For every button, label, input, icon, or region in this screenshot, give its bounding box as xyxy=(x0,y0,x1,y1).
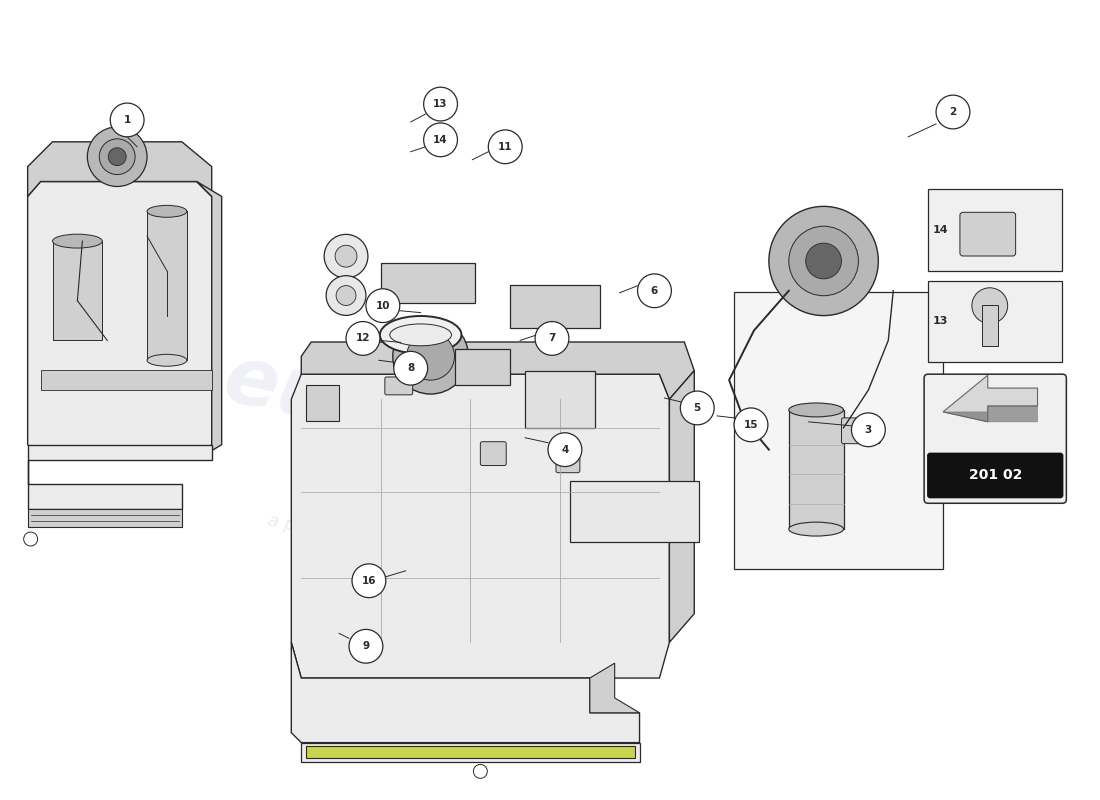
Polygon shape xyxy=(525,370,595,428)
Circle shape xyxy=(393,318,469,394)
Circle shape xyxy=(936,95,970,129)
FancyBboxPatch shape xyxy=(960,212,1015,256)
Polygon shape xyxy=(28,445,211,510)
Polygon shape xyxy=(28,182,211,459)
Polygon shape xyxy=(292,642,639,742)
Polygon shape xyxy=(306,385,339,421)
Polygon shape xyxy=(301,342,694,399)
Ellipse shape xyxy=(53,234,102,248)
Text: a passion for parts since 1985: a passion for parts since 1985 xyxy=(266,512,536,586)
Text: 9: 9 xyxy=(362,642,370,651)
FancyBboxPatch shape xyxy=(928,190,1063,271)
Circle shape xyxy=(769,206,878,315)
Text: 16: 16 xyxy=(362,576,376,586)
Polygon shape xyxy=(28,510,182,527)
Circle shape xyxy=(336,246,358,267)
Circle shape xyxy=(346,322,380,355)
Polygon shape xyxy=(53,241,102,341)
Text: 15: 15 xyxy=(744,420,758,430)
Circle shape xyxy=(424,87,458,121)
Polygon shape xyxy=(292,374,670,678)
Polygon shape xyxy=(41,370,211,390)
Ellipse shape xyxy=(379,316,461,354)
Text: 8: 8 xyxy=(407,363,415,374)
Circle shape xyxy=(366,289,399,322)
Polygon shape xyxy=(400,363,420,378)
Circle shape xyxy=(337,286,356,306)
Ellipse shape xyxy=(147,206,187,218)
Text: 4: 4 xyxy=(561,445,569,454)
Circle shape xyxy=(24,532,37,546)
FancyBboxPatch shape xyxy=(385,377,412,395)
Circle shape xyxy=(972,288,1008,323)
Circle shape xyxy=(535,322,569,355)
Text: 10: 10 xyxy=(375,301,390,310)
Polygon shape xyxy=(28,142,211,197)
Text: 201 02: 201 02 xyxy=(969,469,1022,482)
Text: 3: 3 xyxy=(865,425,872,434)
Circle shape xyxy=(324,234,367,278)
Polygon shape xyxy=(590,663,639,713)
Text: 6: 6 xyxy=(651,286,658,296)
Circle shape xyxy=(108,148,126,166)
Polygon shape xyxy=(147,211,187,360)
FancyBboxPatch shape xyxy=(734,292,943,570)
Circle shape xyxy=(789,226,858,296)
Text: 2: 2 xyxy=(949,107,957,117)
Text: 11: 11 xyxy=(498,142,513,152)
Polygon shape xyxy=(301,742,639,762)
Polygon shape xyxy=(789,410,844,529)
Circle shape xyxy=(548,433,582,466)
Text: europafs: europafs xyxy=(216,340,625,500)
Polygon shape xyxy=(381,263,475,302)
Circle shape xyxy=(734,408,768,442)
Circle shape xyxy=(805,243,842,279)
FancyBboxPatch shape xyxy=(556,451,580,473)
Polygon shape xyxy=(306,746,635,758)
Circle shape xyxy=(424,123,458,157)
FancyBboxPatch shape xyxy=(982,305,998,346)
Circle shape xyxy=(394,351,428,385)
FancyBboxPatch shape xyxy=(928,281,1063,362)
Circle shape xyxy=(851,413,886,446)
FancyBboxPatch shape xyxy=(842,418,880,444)
Ellipse shape xyxy=(389,324,451,346)
Text: 13: 13 xyxy=(933,315,948,326)
Circle shape xyxy=(99,139,135,174)
Text: 13: 13 xyxy=(433,99,448,109)
Circle shape xyxy=(326,276,366,315)
Text: 14: 14 xyxy=(932,225,948,235)
Circle shape xyxy=(87,127,147,186)
Text: 1: 1 xyxy=(123,115,131,125)
FancyBboxPatch shape xyxy=(924,374,1066,503)
Polygon shape xyxy=(670,370,694,642)
FancyBboxPatch shape xyxy=(927,453,1064,498)
Text: 5: 5 xyxy=(694,403,701,413)
Polygon shape xyxy=(455,349,510,385)
Text: 12: 12 xyxy=(355,334,371,343)
Circle shape xyxy=(110,103,144,137)
Ellipse shape xyxy=(789,522,844,536)
Polygon shape xyxy=(943,406,1037,422)
Circle shape xyxy=(680,391,714,425)
Circle shape xyxy=(407,333,454,380)
Polygon shape xyxy=(197,182,222,459)
Circle shape xyxy=(352,564,386,598)
Circle shape xyxy=(473,765,487,778)
Circle shape xyxy=(488,130,522,164)
Polygon shape xyxy=(570,482,700,542)
Circle shape xyxy=(349,630,383,663)
Circle shape xyxy=(638,274,671,308)
Ellipse shape xyxy=(789,403,844,417)
FancyBboxPatch shape xyxy=(481,442,506,466)
Text: 14: 14 xyxy=(433,135,448,145)
Text: 7: 7 xyxy=(548,334,556,343)
Ellipse shape xyxy=(147,354,187,366)
Polygon shape xyxy=(510,285,600,328)
Polygon shape xyxy=(943,375,1037,422)
